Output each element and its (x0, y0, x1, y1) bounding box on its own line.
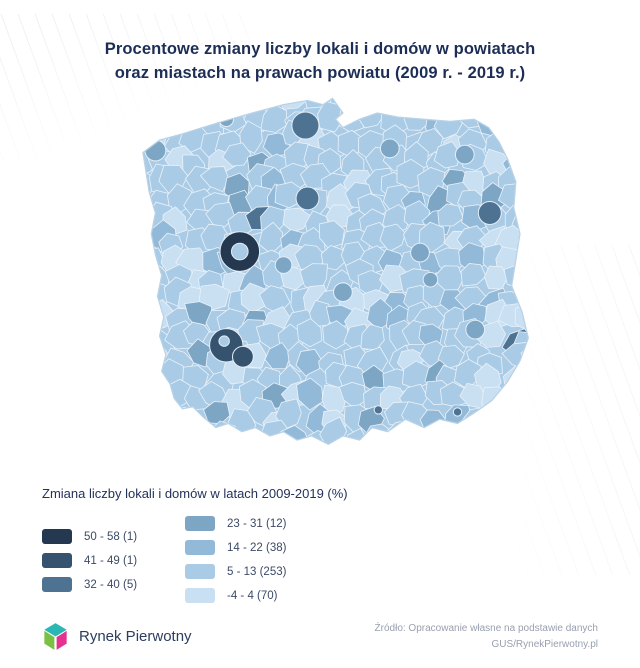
legend-column-dark: 50 - 58 (1) 41 - 49 (1) 32 - 40 (5) (42, 516, 185, 612)
title-line-1: Procentowe zmiany liczby lokali i domów … (104, 40, 536, 59)
region-near-poznan (274, 256, 293, 274)
source-line-2: GUS/RynekPierwotny.pl (491, 638, 598, 650)
region-center-2 (422, 271, 439, 288)
legend-item: -4 - 4 (70) (185, 588, 286, 603)
legend-swatch (42, 577, 72, 592)
powiat-cells-mesh (142, 98, 529, 445)
legend-item: 41 - 49 (1) (42, 553, 185, 568)
legend-swatch (185, 588, 215, 603)
legend-label: 41 - 49 (1) (84, 554, 138, 567)
legend-label: 32 - 40 (5) (84, 578, 138, 591)
brand-logo-icon (44, 623, 67, 650)
region-poznan-city (230, 242, 249, 261)
legend-swatch (42, 529, 72, 544)
legend: Zmiana liczby lokali i domów w latach 20… (42, 486, 348, 612)
legend-item: 5 - 13 (253) (185, 564, 286, 579)
legend-item: 14 - 22 (38) (185, 540, 286, 555)
source-text: Źródło: Opracowanie własne na podstawie … (375, 621, 598, 652)
region-wroclaw-city (218, 335, 230, 347)
region-center-east (465, 319, 486, 340)
legend-item: 50 - 58 (1) (42, 529, 185, 544)
region-wroclaw-south (231, 345, 254, 368)
logo-face-left (44, 630, 55, 650)
legend-item: 32 - 40 (5) (42, 577, 185, 592)
legend-swatch (185, 540, 215, 555)
legend-label: 23 - 31 (12) (227, 517, 287, 530)
highlighted-powiats (144, 111, 502, 417)
brand: Rynek Pierwotny (42, 622, 192, 651)
region-ne (454, 144, 475, 165)
legend-swatch (185, 564, 215, 579)
footer: Rynek Pierwotny Źródło: Opracowanie włas… (42, 621, 598, 652)
poland-outline (142, 97, 529, 445)
region-mid (333, 282, 353, 303)
region-south-city-1 (373, 405, 384, 415)
legend-label: 50 - 58 (1) (84, 530, 138, 543)
region-north (379, 138, 400, 159)
region-center-north (295, 186, 320, 211)
region-east (477, 201, 502, 225)
legend-label: 14 - 22 (38) (227, 541, 287, 554)
title-line-2: oraz miastach na prawach powiatu (2009 r… (114, 63, 526, 82)
legend-label: -4 - 4 (70) (227, 589, 278, 602)
legend-swatch (185, 516, 215, 531)
region-south-city-2 (452, 407, 463, 417)
legend-swatch (42, 553, 72, 568)
poland-choropleth-map (70, 88, 570, 463)
region-center (410, 242, 430, 263)
page-title: Procentowe zmiany liczby lokali i domów … (40, 38, 600, 86)
legend-columns: 50 - 58 (1) 41 - 49 (1) 32 - 40 (5) 23 -… (42, 516, 348, 612)
legend-column-light: 23 - 31 (12) 14 - 22 (38) 5 - 13 (253) -… (185, 516, 286, 612)
legend-title: Zmiana liczby lokali i domów w latach 20… (42, 486, 348, 501)
legend-item: 23 - 31 (12) (185, 516, 286, 531)
poland-map-svg (142, 97, 529, 445)
source-line-1: Źródło: Opracowanie własne na podstawie … (374, 623, 598, 634)
region-gdansk-area (291, 111, 320, 140)
brand-name: Rynek Pierwotny (79, 628, 192, 645)
logo-face-top (44, 623, 67, 637)
legend-label: 5 - 13 (253) (227, 565, 287, 578)
logo-face-right (56, 630, 67, 650)
